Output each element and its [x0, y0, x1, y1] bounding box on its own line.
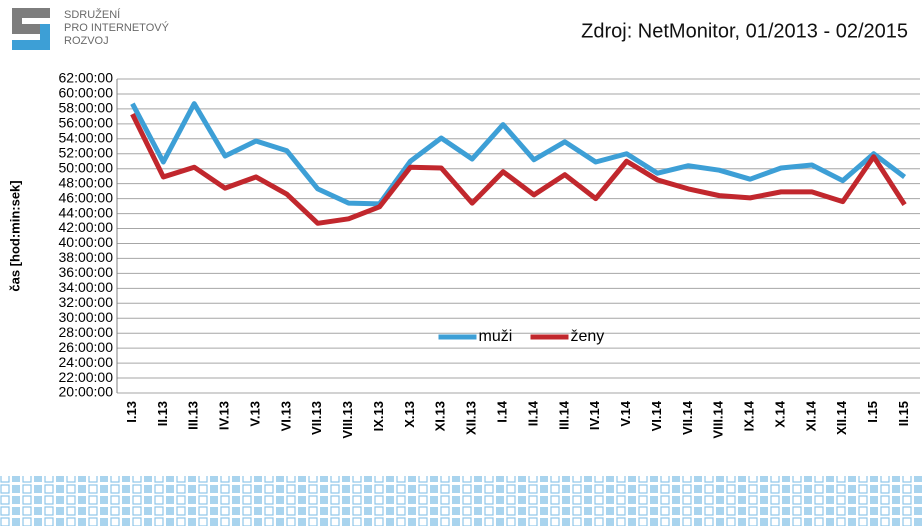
- x-tick-label: XI.14: [803, 400, 818, 431]
- x-tick-label: I.15: [865, 401, 880, 423]
- page: SDRUŽENÍ PRO INTERNETOVÝ ROZVOJ Zdroj: N…: [0, 0, 922, 526]
- source-title: Zdroj: NetMonitor, 01/2013 - 02/2015: [581, 20, 908, 42]
- y-tick-label: 56:00:00: [59, 115, 114, 131]
- y-tick-label: 50:00:00: [59, 159, 114, 175]
- y-tick-label: 36:00:00: [59, 264, 114, 280]
- x-tick-label: XII.14: [834, 400, 849, 435]
- x-tick-label: III.13: [186, 401, 201, 430]
- x-tick-label: V.13: [247, 401, 262, 427]
- x-tick-label: IX.13: [371, 401, 386, 431]
- x-tick-label: VI.14: [649, 400, 664, 431]
- y-tick-label: 24:00:00: [59, 354, 114, 370]
- x-tick-label: IX.14: [742, 400, 757, 431]
- logo-text: SDRUŽENÍ: [64, 8, 121, 21]
- legend-label: muži: [479, 328, 513, 345]
- x-tick-label: XI.13: [433, 401, 448, 431]
- y-tick-label: 32:00:00: [59, 294, 114, 310]
- logo-text: ROZVOJ: [64, 35, 109, 47]
- x-tick-label: VI.13: [278, 401, 293, 431]
- y-tick-label: 20:00:00: [59, 384, 114, 400]
- y-tick-label: 34:00:00: [59, 279, 114, 295]
- y-tick-label: 22:00:00: [59, 369, 114, 385]
- x-tick-label: IV.14: [587, 400, 602, 430]
- x-tick-label: IV.13: [217, 401, 232, 430]
- x-tick-label: VII.14: [680, 400, 695, 435]
- y-tick-label: 60:00:00: [59, 85, 114, 101]
- x-tick-label: VIII.13: [340, 401, 355, 439]
- y-tick-label: 40:00:00: [59, 234, 114, 250]
- y-tick-label: 52:00:00: [59, 144, 114, 160]
- legend-label: ženy: [571, 328, 605, 345]
- logo-text: PRO INTERNETOVÝ: [64, 21, 170, 34]
- y-tick-label: 30:00:00: [59, 309, 114, 325]
- y-tick-label: 26:00:00: [59, 339, 114, 355]
- y-tick-label: 28:00:00: [59, 324, 114, 340]
- x-tick-label: X.13: [402, 401, 417, 428]
- x-tick-label: II.14: [525, 400, 540, 426]
- y-tick-label: 54:00:00: [59, 130, 114, 146]
- y-tick-label: 46:00:00: [59, 189, 114, 205]
- x-tick-label: II.13: [155, 401, 170, 426]
- y-tick-label: 42:00:00: [59, 219, 114, 235]
- y-tick-label: 62:00:00: [59, 70, 114, 86]
- y-tick-label: 44:00:00: [59, 204, 114, 220]
- decorative-pattern: [0, 476, 922, 526]
- y-tick-label: 38:00:00: [59, 249, 114, 265]
- y-axis-label: čas [hod:min:sek]: [7, 180, 22, 291]
- x-tick-label: VII.13: [309, 401, 324, 435]
- x-tick-label: II.15: [896, 401, 911, 426]
- y-tick-label: 58:00:00: [59, 100, 114, 116]
- x-tick-label: III.14: [556, 400, 571, 430]
- logo-icon: [12, 8, 50, 50]
- x-tick-label: VIII.14: [711, 400, 726, 438]
- x-tick-label: I.14: [494, 400, 509, 422]
- chart: SDRUŽENÍ PRO INTERNETOVÝ ROZVOJ Zdroj: N…: [0, 0, 922, 526]
- y-tick-label: 48:00:00: [59, 174, 114, 190]
- x-tick-label: X.14: [772, 400, 787, 428]
- x-tick-label: I.13: [124, 401, 139, 423]
- x-tick-label: XII.13: [464, 401, 479, 435]
- x-tick-label: V.14: [618, 400, 633, 426]
